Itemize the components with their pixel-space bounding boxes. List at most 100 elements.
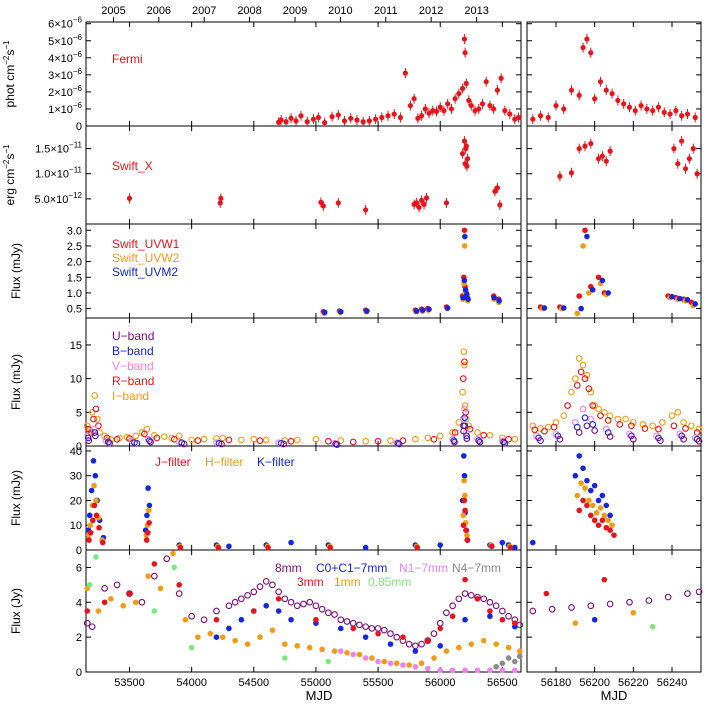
data-point-radio [430,630,438,638]
data-point-fermi [437,104,443,110]
data-point-optical [262,436,270,444]
data-point-radio [108,596,114,602]
x-tick-label: 55000 [301,677,332,689]
data-point-optical [95,422,102,430]
data-point-radio [591,616,598,623]
data-point-optical [682,425,689,432]
data-point-nir [144,512,150,519]
data-point-radio [601,576,608,583]
data-point-optical [455,419,463,426]
data-point-optical [676,430,684,438]
data-point-optical [501,439,509,447]
data-point-fermi [422,106,428,112]
data-point-nir [588,487,594,494]
data-point-radio [486,598,494,606]
year-tick-label: 2008 [237,5,261,17]
data-point-uv [461,243,468,249]
legend-entry-nir: K−filter [257,455,295,469]
data-point-radio [95,608,102,614]
data-point-optical [589,402,597,409]
data-point-optical [90,425,98,433]
data-point-radio [474,667,481,674]
x-tick-label: 55500 [363,677,394,689]
data-point-optical [88,408,96,416]
data-point-optical [399,437,407,444]
data-point-fermi [684,111,691,117]
data-point-nir [461,453,467,459]
data-point-nir [86,537,92,543]
data-point-nir [595,522,602,529]
data-point-radio [356,651,363,658]
data-point-fermi [498,75,504,81]
data-point-radio [499,660,506,667]
data-point-swiftx [599,153,606,159]
data-point-nir [576,453,582,459]
data-point-nir [578,480,584,486]
data-point-nir [146,519,152,526]
data-point-radio [350,651,357,658]
data-point-optical [670,422,678,430]
y-tick-label-fermi: 0 [76,121,82,133]
legend-entry-radio: 0.85mm [368,575,411,589]
legend-entry-uv: Swift_UVW1 [112,237,180,251]
data-point-fermi [502,108,508,114]
data-point-radio [511,620,518,626]
data-point-radio [219,634,226,640]
data-point-uv [574,310,581,317]
data-point-radio [350,625,357,632]
x-tick-label: 53500 [114,677,145,689]
data-point-nir [593,510,600,516]
data-point-nir [463,527,469,533]
data-point-swiftx [675,161,681,167]
data-point-radio [170,550,176,557]
data-point-radio [356,621,363,629]
data-point-radio [331,648,338,654]
data-point-nir [601,512,608,519]
data-point-radio [244,591,251,599]
data-point-radio [312,602,320,610]
data-point-fermi [298,113,304,119]
data-point-nir [605,517,611,524]
data-point-nir [146,502,153,509]
y-tick-label-fermi: 2×10−6 [48,84,82,99]
data-point-fermi [445,101,451,107]
x-tick-label: 56000 [425,677,456,689]
data-point-optical [105,438,112,446]
legend-entry-nir: H−filter [205,455,243,469]
data-point-radio [362,623,369,631]
data-point-optical [579,405,587,413]
data-point-nir [611,532,617,538]
data-point-optical [337,437,345,444]
data-point-radio [387,641,394,647]
data-point-fermi [402,70,409,76]
x-tick-label: 54000 [176,677,207,689]
data-point-radio [182,616,189,623]
data-point-uv [337,308,344,315]
data-point-fermi [576,92,582,98]
data-point-radio [151,572,158,580]
data-point-radio [151,561,158,567]
data-point-radio [499,616,506,623]
data-point-radio [480,637,487,644]
data-point-nir [86,512,93,519]
data-point-swiftx [461,138,468,144]
axis-labels: 0 1×10−6 2×10−6 3×10−6 4×10−6 5×10−6 6×10−6 pho… [2,5,687,689]
data-point-radio [293,602,301,610]
data-point-nir [437,542,444,548]
data-point-optical [591,427,599,434]
data-point-optical [312,435,320,443]
data-point-fermi [661,109,667,115]
data-point-fermi [461,36,468,42]
data-point-swiftx [421,201,427,207]
year-tick-label: 2010 [328,5,352,17]
data-point-fermi [433,108,440,115]
data-point-radio [337,625,344,632]
data-point-swiftx [671,146,677,152]
data-point-radio [587,602,595,610]
data-point-radio [138,598,146,606]
data-point-nir [288,539,294,546]
data-point-radio [213,616,220,623]
data-point-optical [188,436,195,444]
x-axis-label-zoom: MJD [601,688,628,703]
